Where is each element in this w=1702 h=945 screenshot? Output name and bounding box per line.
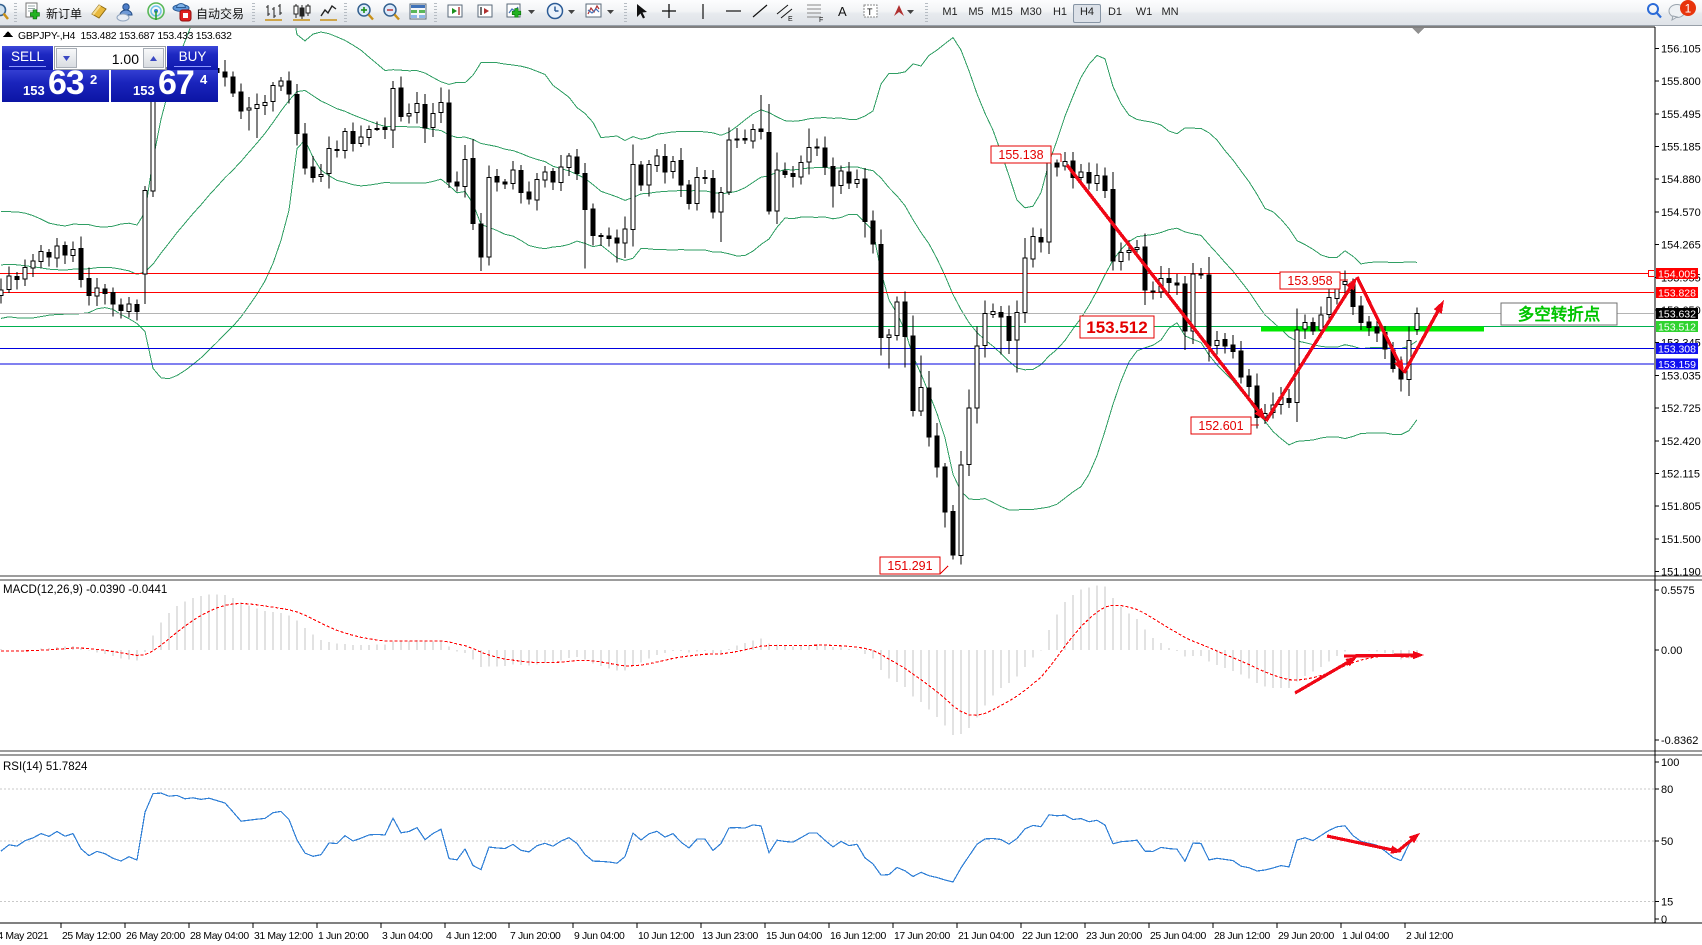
svg-text:154.570: 154.570 xyxy=(1661,207,1701,219)
svg-text:E: E xyxy=(788,16,793,22)
svg-text:152.420: 152.420 xyxy=(1661,436,1701,448)
svg-text:29 Jun 20:00: 29 Jun 20:00 xyxy=(1278,931,1334,942)
svg-text:-0.8362: -0.8362 xyxy=(1661,735,1698,747)
svg-text:4 Jun 12:00: 4 Jun 12:00 xyxy=(446,931,497,942)
svg-text:1: 1 xyxy=(1685,2,1692,16)
svg-text:0: 0 xyxy=(1661,914,1667,926)
svg-text:80: 80 xyxy=(1661,784,1673,796)
svg-text:151.805: 151.805 xyxy=(1661,501,1701,513)
svg-text:9 Jun 04:00: 9 Jun 04:00 xyxy=(574,931,625,942)
svg-text:24 May 2021: 24 May 2021 xyxy=(0,931,49,942)
svg-text:155.495: 155.495 xyxy=(1661,109,1701,121)
svg-text:155.138: 155.138 xyxy=(998,148,1043,162)
svg-text:13 Jun 23:00: 13 Jun 23:00 xyxy=(702,931,758,942)
svg-text:151.500: 151.500 xyxy=(1661,534,1701,546)
svg-text:155.800: 155.800 xyxy=(1661,76,1701,88)
svg-text:26 May 20:00: 26 May 20:00 xyxy=(126,931,185,942)
svg-text:17 Jun 20:00: 17 Jun 20:00 xyxy=(894,931,950,942)
svg-text:28 May 04:00: 28 May 04:00 xyxy=(190,931,249,942)
svg-text:31 May 12:00: 31 May 12:00 xyxy=(254,931,313,942)
svg-text:23 Jun 20:00: 23 Jun 20:00 xyxy=(1086,931,1142,942)
svg-text:151.190: 151.190 xyxy=(1661,567,1701,579)
svg-text:152.725: 152.725 xyxy=(1661,403,1701,415)
svg-text:1 Jun 20:00: 1 Jun 20:00 xyxy=(318,931,369,942)
svg-text:10 Jun 12:00: 10 Jun 12:00 xyxy=(638,931,694,942)
svg-text:3 Jun 04:00: 3 Jun 04:00 xyxy=(382,931,433,942)
svg-text:153.035: 153.035 xyxy=(1661,370,1701,382)
svg-text:16 Jun 12:00: 16 Jun 12:00 xyxy=(830,931,886,942)
svg-text:153.308: 153.308 xyxy=(1658,343,1696,355)
svg-text:151.291: 151.291 xyxy=(887,559,932,573)
svg-text:多空转折点: 多空转折点 xyxy=(1518,304,1601,324)
svg-text:156.105: 156.105 xyxy=(1661,43,1701,55)
svg-text:154.265: 154.265 xyxy=(1661,240,1701,252)
svg-text:153.828: 153.828 xyxy=(1658,288,1696,300)
svg-text:100: 100 xyxy=(1661,757,1679,769)
svg-text:25 Jun 04:00: 25 Jun 04:00 xyxy=(1150,931,1206,942)
svg-text:RSI(14) 51.7824: RSI(14) 51.7824 xyxy=(3,761,88,773)
svg-text:153.512: 153.512 xyxy=(1086,318,1147,337)
svg-text:0.00: 0.00 xyxy=(1661,645,1682,657)
svg-text:154.005: 154.005 xyxy=(1658,269,1696,281)
svg-text:153.159: 153.159 xyxy=(1658,359,1696,371)
svg-text:2 Jul 12:00: 2 Jul 12:00 xyxy=(1406,931,1454,942)
svg-text:21 Jun 04:00: 21 Jun 04:00 xyxy=(958,931,1014,942)
svg-text:7 Jun 20:00: 7 Jun 20:00 xyxy=(510,931,561,942)
svg-text:155.185: 155.185 xyxy=(1661,142,1701,154)
svg-text:153.632: 153.632 xyxy=(1658,309,1696,321)
svg-text:T: T xyxy=(867,7,873,17)
svg-text:F: F xyxy=(819,17,823,22)
svg-text:152.601: 152.601 xyxy=(1198,419,1243,433)
svg-text:1 Jul 04:00: 1 Jul 04:00 xyxy=(1342,931,1390,942)
svg-text:28 Jun 12:00: 28 Jun 12:00 xyxy=(1214,931,1270,942)
svg-text:152.115: 152.115 xyxy=(1661,469,1700,481)
svg-text:154.880: 154.880 xyxy=(1661,174,1701,186)
svg-text:153.958: 153.958 xyxy=(1287,274,1332,288)
svg-text:0.5575: 0.5575 xyxy=(1661,585,1695,597)
svg-text:25 May 12:00: 25 May 12:00 xyxy=(62,931,121,942)
svg-text:GBPJPY-,H4 153.482 153.687 15: GBPJPY-,H4 153.482 153.687 153.433 153.6… xyxy=(18,31,232,42)
svg-text:15: 15 xyxy=(1661,897,1673,909)
svg-text:22 Jun 12:00: 22 Jun 12:00 xyxy=(1022,931,1078,942)
svg-text:MACD(12,26,9) -0.0390 -0.0441: MACD(12,26,9) -0.0390 -0.0441 xyxy=(3,584,167,596)
svg-text:153.512: 153.512 xyxy=(1658,321,1696,333)
svg-text:50: 50 xyxy=(1661,836,1673,848)
svg-text:15 Jun 04:00: 15 Jun 04:00 xyxy=(766,931,822,942)
